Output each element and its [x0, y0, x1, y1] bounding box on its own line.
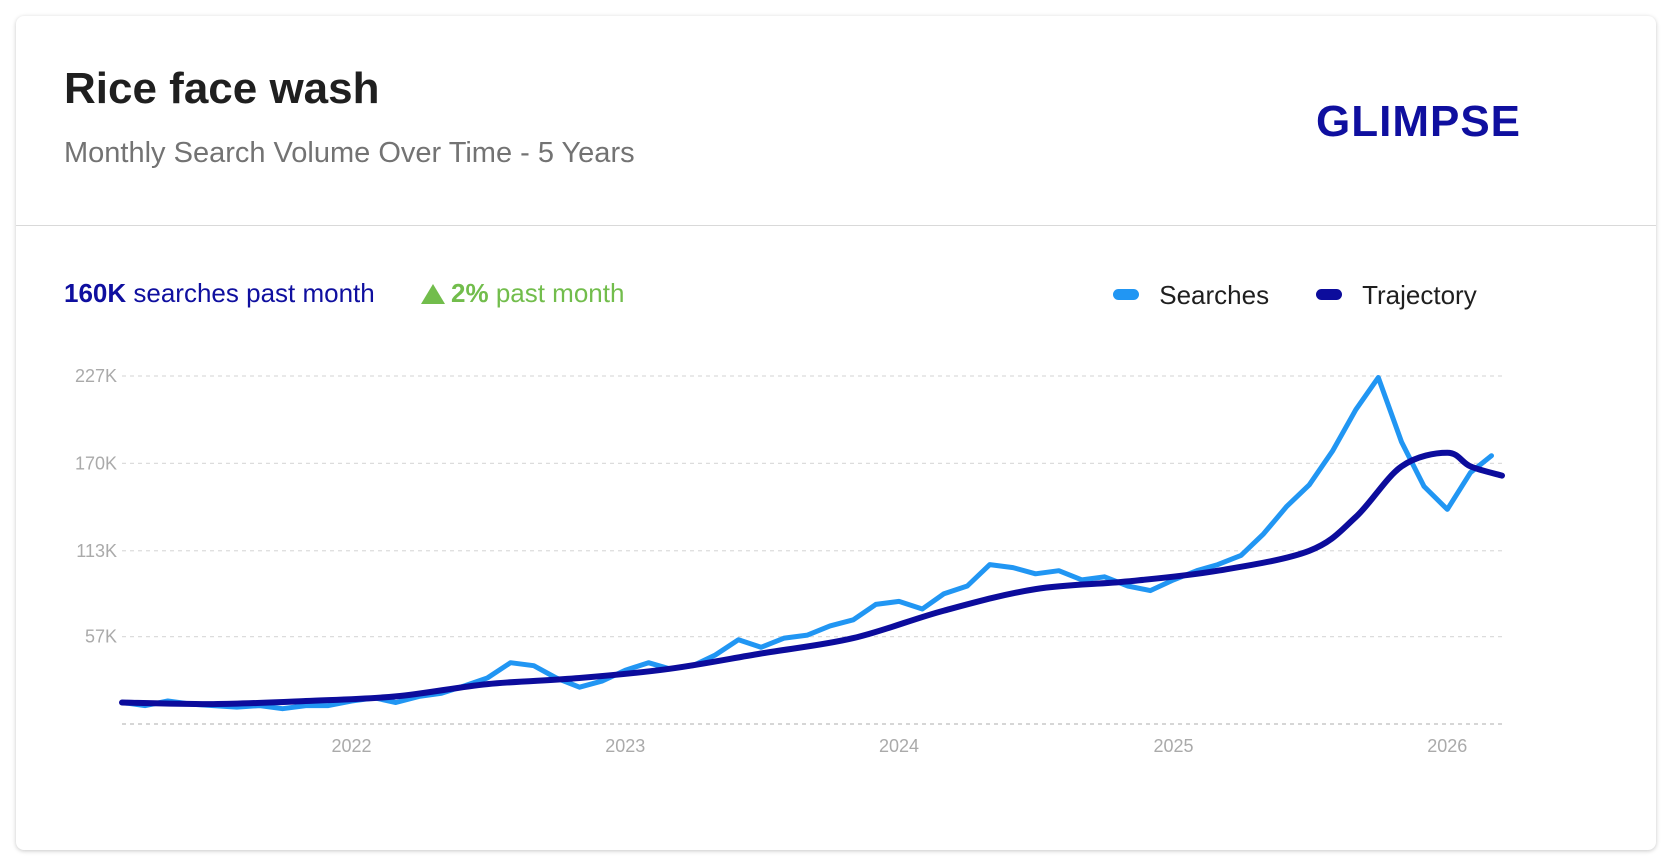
x-tick-label: 2023 — [605, 736, 645, 756]
x-tick-label: 2026 — [1427, 736, 1467, 756]
y-tick-label: 57K — [85, 627, 117, 647]
legend-label-trajectory: Trajectory — [1362, 280, 1477, 310]
chart-series — [119, 375, 1505, 712]
legend-swatch-trajectory — [1316, 289, 1343, 300]
x-axis-labels: 2022 2023 2024 2025 2026 — [331, 736, 1467, 756]
legend-swatch-searches — [1113, 289, 1139, 300]
growth-value: 2% — [451, 278, 489, 308]
search-count-value: 160K — [64, 278, 127, 308]
growth-label: past month — [495, 278, 625, 308]
x-tick-label: 2024 — [879, 736, 919, 756]
y-axis-labels: 57K 113K 170K 227K — [75, 366, 117, 647]
x-tick-label: 2025 — [1153, 736, 1193, 756]
search-volume-chart: 57K 113K 170K 227K 2022 2023 2024 2025 2026 — [75, 366, 1505, 756]
trajectory-line — [119, 449, 1505, 708]
growth-stat: 2% past month — [421, 278, 624, 309]
stats-row: 160K searches past month 2% past month — [64, 278, 624, 309]
page-title: Rice face wash — [64, 64, 380, 113]
chart-grid — [122, 375, 1502, 725]
y-tick-label: 227K — [75, 366, 117, 386]
chart-subtitle: Monthly Search Volume Over Time - 5 Year… — [64, 137, 635, 169]
chart-legend: Searches Trajectory — [1113, 280, 1517, 311]
search-count-label: searches past month — [133, 278, 375, 308]
y-tick-label: 113K — [76, 541, 117, 561]
search-count-stat: 160K searches past month — [64, 278, 375, 308]
logo-wordmark: GLIMPSE — [1316, 97, 1521, 145]
searches-line — [119, 375, 1494, 712]
card-header: Rice face wash Monthly Search Volume Ove… — [16, 16, 1656, 226]
legend-item-trajectory[interactable]: Trajectory — [1316, 280, 1477, 311]
trend-up-icon — [421, 284, 445, 304]
legend-label-searches: Searches — [1159, 280, 1270, 310]
y-tick-label: 170K — [75, 453, 117, 473]
search-volume-card: Rice face wash Monthly Search Volume Ove… — [16, 16, 1656, 850]
legend-item-searches[interactable]: Searches — [1113, 280, 1269, 311]
glimpse-logo[interactable]: GLIMPSE — [1316, 89, 1526, 145]
x-tick-label: 2022 — [331, 736, 371, 756]
